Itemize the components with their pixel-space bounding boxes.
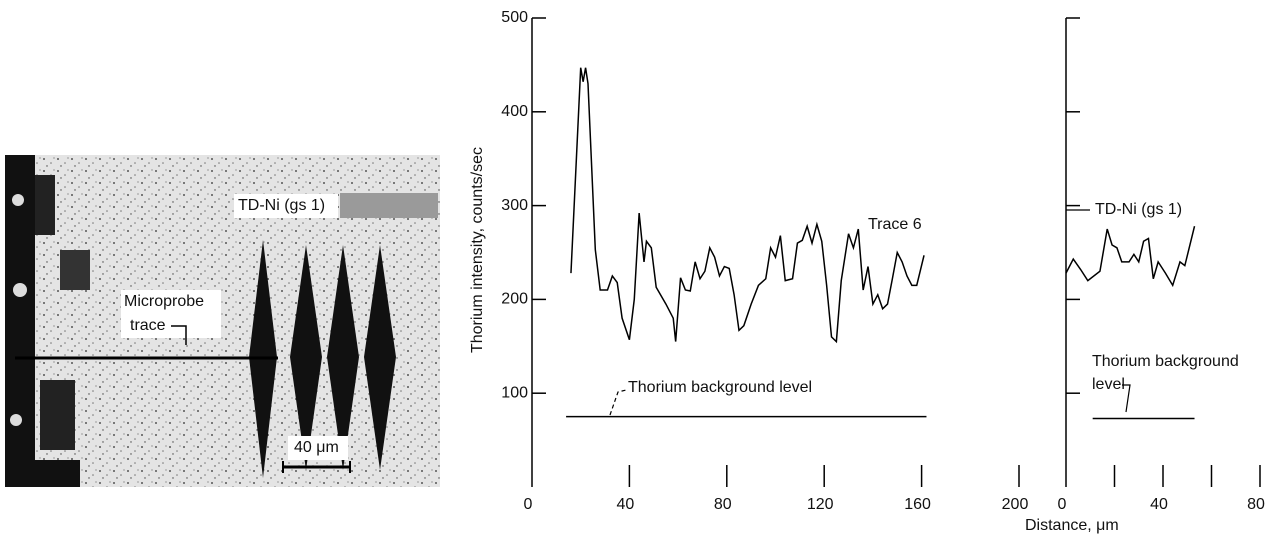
texture-patch <box>340 193 438 218</box>
y-tick-label: 500 <box>501 9 528 26</box>
y-tick-label: 300 <box>501 197 528 214</box>
label-box <box>121 290 221 338</box>
background-label: level <box>1092 376 1125 393</box>
y-tick-label: 400 <box>501 103 528 120</box>
y-tick-label: 100 <box>501 384 528 401</box>
label-box <box>234 194 338 218</box>
background-label: Thorium background level <box>628 379 812 396</box>
indent <box>364 245 396 470</box>
x-tick-label: 0 <box>1058 496 1067 513</box>
x-tick-label: 0 <box>524 496 533 513</box>
material-label: TD-Ni (gs 1) <box>238 197 325 214</box>
x-tick-label: 200 <box>1002 496 1029 513</box>
leader <box>171 325 187 345</box>
inclusion <box>12 194 24 206</box>
dark-phase <box>40 380 75 450</box>
trace-label: trace <box>130 317 166 334</box>
leader <box>1122 384 1131 413</box>
micrograph: TD-Ni (gs 1) Microprobe trace 40 μm <box>5 155 440 487</box>
scale-label: 40 μm <box>294 439 339 456</box>
y-tick-label: 200 <box>501 291 528 308</box>
inclusion <box>13 283 27 297</box>
label-box <box>288 436 348 460</box>
background-label: Thorium background <box>1092 353 1239 370</box>
trace-label: Microprobe <box>124 293 204 310</box>
y-axis-label: Thorium intensity, counts/sec <box>469 147 486 353</box>
dark-phase <box>35 175 55 235</box>
x-tick-label: 40 <box>617 496 635 513</box>
data-line <box>570 67 925 344</box>
indent <box>290 245 322 470</box>
x-tick-label: 120 <box>807 496 834 513</box>
x-axis-label: Distance, μm <box>1025 517 1119 534</box>
dark-phase <box>20 460 80 487</box>
series-label: TD-Ni (gs 1) <box>1095 201 1182 218</box>
leader <box>609 389 627 416</box>
series-label: Trace 6 <box>868 216 922 233</box>
dark-phase <box>5 155 35 487</box>
data-line <box>1065 226 1196 288</box>
x-tick-label: 80 <box>1247 496 1265 513</box>
indent <box>327 245 359 470</box>
inclusion <box>10 414 22 426</box>
dark-phase <box>60 250 90 290</box>
x-tick-label: 40 <box>1150 496 1168 513</box>
x-tick-label: 80 <box>714 496 732 513</box>
x-tick-label: 160 <box>904 496 931 513</box>
